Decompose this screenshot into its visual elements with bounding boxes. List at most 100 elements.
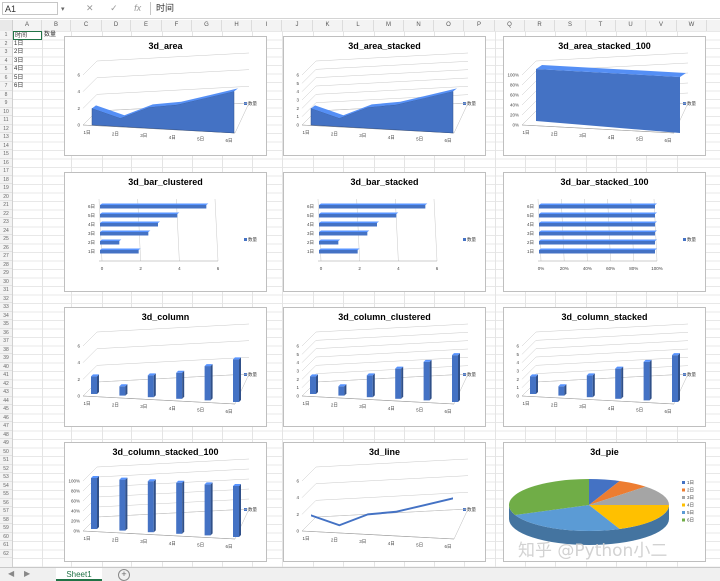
- row-header-42[interactable]: 42: [0, 380, 12, 388]
- select-all-corner[interactable]: [0, 20, 13, 31]
- row-header-9[interactable]: 9: [0, 99, 12, 108]
- row-header-3[interactable]: 3: [0, 48, 12, 57]
- cell-a4[interactable]: 3日: [14, 57, 24, 64]
- row-header-56[interactable]: 56: [0, 499, 12, 507]
- cancel-icon[interactable]: ✕: [86, 3, 94, 13]
- row-header-26[interactable]: 26: [0, 244, 12, 252]
- cell-a7[interactable]: 6日: [14, 83, 24, 89]
- chart-3d-line[interactable]: 3d_line 数量 0 2 4 6 1日 2日 3日 4日 5日 6日: [283, 442, 486, 562]
- row-header-7[interactable]: 7: [0, 82, 12, 91]
- row-header-45[interactable]: 45: [0, 405, 12, 414]
- row-header-55[interactable]: 55: [0, 490, 12, 499]
- chart-3d-bar-stacked[interactable]: 3d_bar_stacked 数量 0 2 4 6 6日 5日 4日 3日 2日 1日: [283, 172, 486, 292]
- cell-a1[interactable]: 时间: [13, 31, 42, 40]
- column-header-h[interactable]: H: [222, 20, 252, 31]
- row-header-40[interactable]: 40: [0, 363, 12, 371]
- column-header-a[interactable]: A: [13, 20, 42, 31]
- row-header-29[interactable]: 29: [0, 269, 12, 278]
- column-header-i[interactable]: I: [252, 20, 282, 31]
- column-header-s[interactable]: S: [555, 20, 586, 31]
- column-header-n[interactable]: N: [404, 20, 434, 31]
- row-header-60[interactable]: 60: [0, 533, 12, 541]
- sheet-tab-sheet1[interactable]: Sheet1: [56, 568, 102, 581]
- column-header-u[interactable]: U: [616, 20, 646, 31]
- row-header-61[interactable]: 61: [0, 541, 12, 550]
- row-header-36[interactable]: 36: [0, 329, 12, 337]
- column-header-l[interactable]: L: [343, 20, 374, 31]
- row-header-31[interactable]: 31: [0, 286, 12, 295]
- column-header-g[interactable]: G: [192, 20, 222, 31]
- row-header-39[interactable]: 39: [0, 354, 12, 363]
- chart-3d-column-stacked[interactable]: 3d_column_stacked 数量 0 1 2 3 4 5 6 1日 2日 3日 4日 5日 6日: [503, 307, 706, 427]
- row-header-27[interactable]: 27: [0, 252, 12, 261]
- row-header-41[interactable]: 41: [0, 371, 12, 380]
- row-header-51[interactable]: 51: [0, 456, 12, 465]
- column-header-q[interactable]: Q: [495, 20, 525, 31]
- row-header-6[interactable]: 6: [0, 74, 12, 82]
- column-header-k[interactable]: K: [313, 20, 343, 31]
- row-header-14[interactable]: 14: [0, 142, 12, 150]
- row-header-8[interactable]: 8: [0, 91, 12, 99]
- row-header-43[interactable]: 43: [0, 388, 12, 397]
- row-header-22[interactable]: 22: [0, 210, 12, 218]
- formula-input[interactable]: 时间: [150, 2, 716, 15]
- row-header-46[interactable]: 46: [0, 414, 12, 422]
- row-header-13[interactable]: 13: [0, 133, 12, 142]
- row-header-34[interactable]: 34: [0, 312, 12, 320]
- column-header-r[interactable]: R: [525, 20, 555, 31]
- row-header-18[interactable]: 18: [0, 176, 12, 184]
- chart-3d-pie[interactable]: 3d_pie 1日 2日 3日 4日 5日 6日: [503, 442, 706, 562]
- column-header-m[interactable]: M: [374, 20, 404, 31]
- column-header-v[interactable]: V: [646, 20, 677, 31]
- row-header-59[interactable]: 59: [0, 524, 12, 533]
- row-header-58[interactable]: 58: [0, 516, 12, 524]
- cell-a5[interactable]: 4日: [14, 66, 24, 72]
- row-header-30[interactable]: 30: [0, 278, 12, 286]
- cell-a6[interactable]: 5日: [14, 74, 24, 81]
- chart-3d-area[interactable]: 3d_area 数量 0 2 4 6 1日 2日 3日 4日 5日 6日: [64, 36, 267, 156]
- name-box-dropdown-icon[interactable]: ▾: [61, 6, 65, 13]
- column-header-f[interactable]: F: [162, 20, 192, 31]
- row-header-19[interactable]: 19: [0, 184, 12, 193]
- row-header-11[interactable]: 11: [0, 116, 12, 125]
- column-header-c[interactable]: C: [71, 20, 102, 31]
- row-header-32[interactable]: 32: [0, 295, 12, 303]
- row-header-25[interactable]: 25: [0, 235, 12, 244]
- chart-3d-bar-stacked-100[interactable]: 3d_bar_stacked_100 数量 0% 20% 40% 60% 80% 100% 6日…: [503, 172, 706, 292]
- row-header-2[interactable]: 2: [0, 40, 12, 48]
- row-header-15[interactable]: 15: [0, 150, 12, 159]
- row-header-37[interactable]: 37: [0, 337, 12, 346]
- column-header-e[interactable]: E: [131, 20, 162, 31]
- row-header-52[interactable]: 52: [0, 465, 12, 473]
- row-header-49[interactable]: 49: [0, 439, 12, 448]
- chart-3d-column-stacked-100[interactable]: 3d_column_stacked_100 数量 0% 20% 40% 60% 80% 100…: [64, 442, 267, 562]
- row-header-20[interactable]: 20: [0, 193, 12, 201]
- row-header-35[interactable]: 35: [0, 320, 12, 329]
- cell-a3[interactable]: 2日: [14, 49, 24, 55]
- column-header-o[interactable]: O: [434, 20, 464, 31]
- tab-next-icon[interactable]: ▶: [24, 569, 31, 578]
- row-header-28[interactable]: 28: [0, 261, 12, 269]
- row-header-1[interactable]: 1: [0, 31, 12, 40]
- insert-function-icon[interactable]: fx: [134, 3, 142, 13]
- chart-3d-column-clustered[interactable]: 3d_column_clustered 数量 0 1 2 3 4 5 6 1日 2日 3日 4日 5日 6日: [283, 307, 486, 427]
- row-header-10[interactable]: 10: [0, 108, 12, 116]
- row-header-24[interactable]: 24: [0, 227, 12, 235]
- row-header-50[interactable]: 50: [0, 448, 12, 456]
- row-header-4[interactable]: 4: [0, 57, 12, 65]
- cell-b1[interactable]: 数量: [44, 32, 57, 38]
- name-box[interactable]: A1: [2, 2, 58, 15]
- chart-3d-column[interactable]: 3d_column 数量 0 2 4 6 1日 2日 3日 4日 5日 6日: [64, 307, 267, 427]
- row-header-48[interactable]: 48: [0, 431, 12, 439]
- row-header-16[interactable]: 16: [0, 159, 12, 167]
- chart-3d-bar-clustered[interactable]: 3d_bar_clustered 数量 0 2 4 6 6日 5日 4日 3日 2日 1日: [64, 172, 267, 292]
- row-header-12[interactable]: 12: [0, 125, 12, 133]
- row-header-62[interactable]: 62: [0, 550, 12, 558]
- row-header-21[interactable]: 21: [0, 201, 12, 210]
- enter-icon[interactable]: ✓: [110, 3, 118, 13]
- column-header-j[interactable]: J: [282, 20, 313, 31]
- tab-prev-icon[interactable]: ◀: [8, 569, 15, 578]
- row-header-44[interactable]: 44: [0, 397, 12, 405]
- cell-a2[interactable]: 1日: [14, 40, 24, 47]
- chart-3d-area-stacked[interactable]: 3d_area_stacked 数量 0 1 2 3 4 5 6 1日 2日 3日 4日 5日 6日: [283, 36, 486, 156]
